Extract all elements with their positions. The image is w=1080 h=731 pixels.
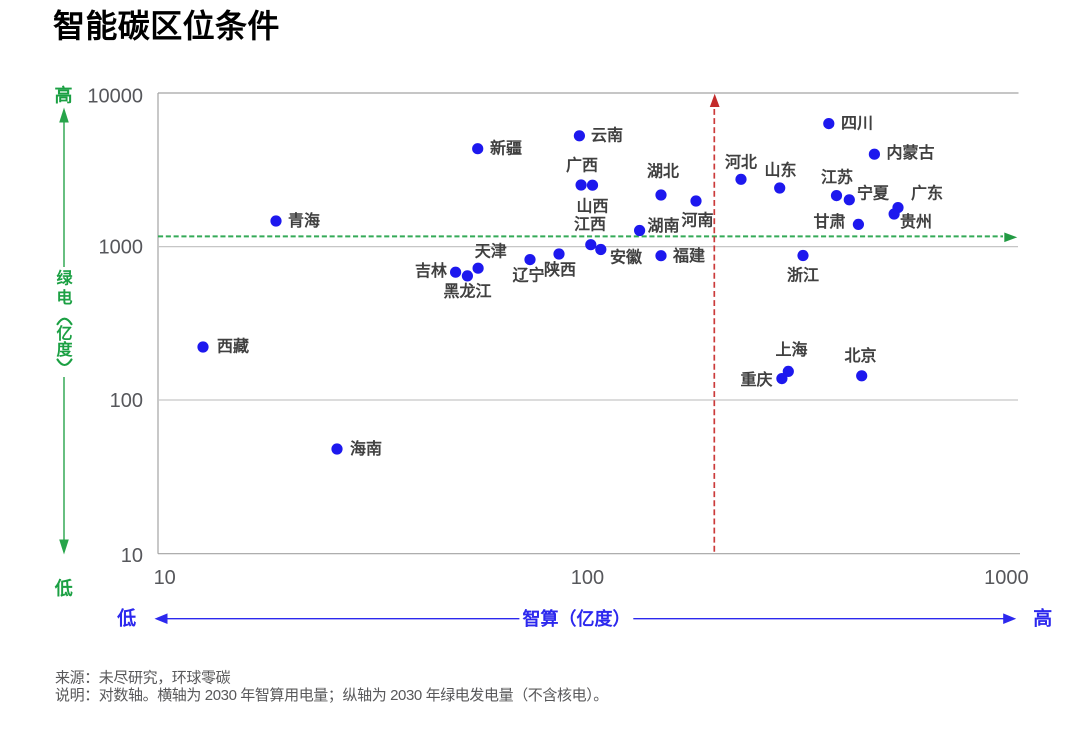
- svg-text:来源：未尽研究，环球零碳: 来源：未尽研究，环球零碳: [55, 670, 231, 687]
- svg-text:新疆: 新疆: [490, 139, 522, 158]
- svg-text:广西: 广西: [566, 156, 598, 175]
- svg-text:山东: 山东: [764, 161, 796, 180]
- svg-text:江西: 江西: [574, 216, 606, 234]
- svg-text:贵州: 贵州: [900, 212, 932, 231]
- svg-text:山西: 山西: [576, 198, 608, 216]
- svg-text:度: 度: [56, 340, 73, 359]
- svg-text:100: 100: [110, 390, 143, 412]
- svg-text:广东: 广东: [911, 184, 943, 203]
- svg-text:青海: 青海: [288, 211, 320, 230]
- svg-text:低: 低: [116, 607, 136, 630]
- svg-text:重庆: 重庆: [740, 370, 772, 389]
- svg-text:电: 电: [56, 288, 72, 307]
- svg-text:福建: 福建: [672, 246, 705, 265]
- svg-text:河北: 河北: [725, 153, 757, 172]
- svg-text:智算（亿度）: 智算（亿度）: [523, 608, 631, 629]
- svg-text:西藏: 西藏: [217, 337, 249, 356]
- svg-text:河南: 河南: [681, 211, 713, 230]
- svg-text:陕西: 陕西: [544, 260, 576, 279]
- svg-text:10: 10: [154, 567, 176, 589]
- svg-text:江苏: 江苏: [821, 168, 853, 187]
- svg-text:云南: 云南: [591, 126, 623, 145]
- svg-text:湖北: 湖北: [647, 163, 679, 181]
- svg-text:10: 10: [121, 545, 143, 567]
- svg-text:高: 高: [1033, 607, 1052, 630]
- svg-text:天津: 天津: [475, 243, 507, 261]
- svg-text:吉林: 吉林: [415, 261, 447, 280]
- svg-text:亿: 亿: [56, 324, 72, 343]
- svg-text:100: 100: [571, 567, 604, 589]
- svg-text:四川: 四川: [841, 116, 873, 133]
- svg-text:绿: 绿: [56, 269, 73, 288]
- svg-text:安徽: 安徽: [610, 248, 643, 267]
- svg-text:智能碳区位条件: 智能碳区位条件: [53, 8, 280, 44]
- svg-text:甘肃: 甘肃: [813, 213, 845, 231]
- svg-text:1000: 1000: [99, 237, 144, 259]
- svg-text:湖南: 湖南: [648, 216, 680, 235]
- svg-text:黑龙江: 黑龙江: [443, 282, 491, 301]
- svg-text:浙江: 浙江: [787, 266, 819, 285]
- svg-text:海南: 海南: [350, 439, 382, 458]
- svg-text:内蒙古: 内蒙古: [887, 143, 935, 162]
- svg-text:1000: 1000: [984, 567, 1029, 589]
- svg-text:上海: 上海: [775, 340, 807, 359]
- svg-text:低: 低: [54, 578, 73, 599]
- svg-text:10000: 10000: [87, 86, 143, 108]
- svg-text:北京: 北京: [844, 346, 876, 365]
- svg-text:辽宁: 辽宁: [512, 266, 544, 285]
- svg-text:宁夏: 宁夏: [857, 184, 890, 203]
- svg-text:说明：对数轴。横轴为 2030 年智算用电量；纵轴为 203: 说明：对数轴。横轴为 2030 年智算用电量；纵轴为 2030 年绿电发电量（不…: [55, 686, 608, 704]
- svg-text:高: 高: [55, 85, 73, 106]
